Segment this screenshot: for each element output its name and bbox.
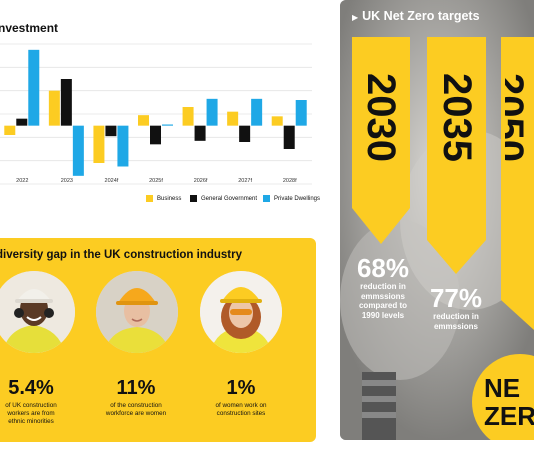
bar-general-government-2027f	[239, 125, 251, 142]
bar-general-government-2023	[60, 79, 72, 126]
bar-general-government-2028f	[283, 125, 295, 149]
target-pct: 77%	[429, 283, 483, 313]
x-tick-label: 2027f	[238, 178, 252, 184]
x-tick-label: 2026f	[194, 178, 208, 184]
bar-private-dwellings-2022	[28, 49, 40, 126]
x-tick-label: 2022	[16, 178, 28, 184]
bar-business-2026f	[182, 107, 194, 126]
stat-text: of UK construction workers are from ethn…	[5, 402, 57, 425]
stat-value: 1%	[226, 377, 256, 399]
investment-bar-chart: 2022 2023 2024f 2025f 2026f 2027f 2028f	[0, 43, 312, 185]
x-tick-label: 2023	[61, 178, 73, 184]
diversity-title: diversity gap in the UK construction ind…	[0, 249, 243, 261]
worker-illustration-3	[200, 271, 282, 353]
worker-illustration-1	[0, 271, 75, 353]
net-zero-panel: ▶ UK Net Zero targets 2030 2035 2050 68% …	[340, 0, 534, 440]
net-zero-title-text: UK Net Zero targets	[362, 9, 480, 23]
bar-general-government-2026f	[194, 125, 206, 141]
year-2035: 2035	[435, 72, 479, 162]
x-tick-label: 2025f	[149, 178, 163, 184]
bar-general-government-2022	[16, 118, 28, 126]
year-2030: 2030	[359, 72, 403, 162]
bar-private-dwellings-2026f	[206, 98, 218, 126]
legend-label-business: Business	[157, 195, 182, 202]
worker-photo-1	[0, 271, 75, 353]
x-tick-label: 2024f	[105, 178, 119, 184]
net-zero-title: ▶ UK Net Zero targets	[352, 9, 480, 23]
target-2030: 68% reduction in emmssions compared to 1…	[348, 254, 418, 320]
stat-text: of the construction workforce are women	[105, 402, 167, 417]
year-2050: 2050	[505, 72, 531, 162]
bar-business-2023	[48, 90, 60, 126]
investment-chart-panel: nvestment 2022 2023 2024f 2025f 2026f 2027f 20…	[0, 0, 322, 222]
worker-photo-3	[200, 271, 282, 353]
bar-private-dwellings-2023	[72, 125, 84, 176]
legend-label-private: Private Dwellings	[274, 195, 321, 202]
x-tick-label: 2028f	[283, 178, 297, 184]
worker-photo-2	[96, 271, 178, 353]
stat-value: 11%	[116, 377, 156, 399]
worker-illustration-2	[96, 271, 178, 353]
bar-general-government-2025f	[150, 125, 161, 145]
target-2035: 77% reduction in emmssions	[420, 284, 492, 331]
chart-title: nvestment	[0, 21, 59, 35]
bar-business-2027f	[227, 111, 239, 126]
target-label: reduction in emmssions compared to 1990 …	[358, 282, 407, 320]
arrow-right-icon: ▶	[352, 13, 359, 22]
stat-ethnic-minorities: 5.4% of UK construction workers are from…	[0, 377, 86, 426]
smokestack-background	[340, 0, 534, 440]
legend-government: General Government	[190, 195, 257, 202]
bar-private-dwellings-2027f	[251, 98, 263, 126]
bar-business-2022	[4, 125, 16, 135]
net-zero-badge: NE ZER	[484, 374, 534, 430]
legend-swatch-business	[146, 195, 153, 202]
stat-women-sites: 1% of women work on construction sites	[186, 377, 296, 418]
legend-swatch-private	[263, 195, 270, 202]
legend-label-government: General Government	[201, 195, 258, 202]
target-label: reduction in emmssions	[433, 312, 479, 331]
badge-line-1: NE	[484, 373, 521, 403]
stat-text: of women work on construction sites	[215, 402, 267, 417]
bar-private-dwellings-2028f	[295, 100, 307, 126]
legend-business: Business	[146, 195, 181, 202]
legend-private: Private Dwellings	[263, 195, 320, 202]
bar-private-dwellings-2025f	[162, 124, 173, 126]
bar-general-government-2024f	[105, 125, 117, 137]
bar-business-2024f	[93, 125, 105, 163]
target-pct: 68%	[356, 253, 410, 283]
diversity-panel: diversity gap in the UK construction ind…	[0, 238, 316, 442]
stat-women-workforce: 11% of the construction workforce are wo…	[81, 377, 191, 418]
stat-value: 5.4%	[8, 377, 54, 399]
bar-private-dwellings-2024f	[117, 125, 129, 167]
legend-swatch-government	[190, 195, 197, 202]
bar-business-2028f	[271, 116, 283, 126]
bar-business-2025f	[138, 115, 149, 126]
badge-line-2: ZER	[484, 401, 534, 431]
